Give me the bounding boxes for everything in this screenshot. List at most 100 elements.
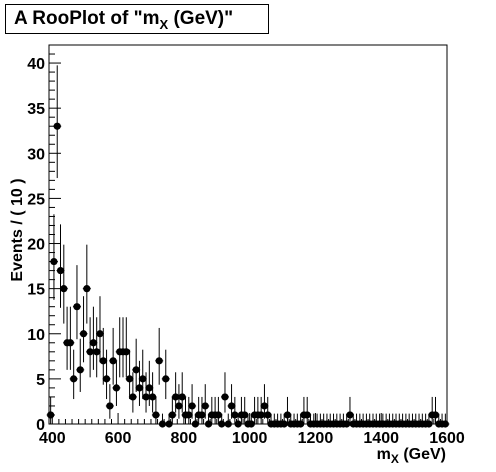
data-marker	[89, 339, 98, 347]
data-marker	[125, 375, 134, 383]
data-point	[214, 396, 223, 424]
data-point	[92, 317, 101, 378]
data-marker	[102, 375, 111, 383]
x-tick-label: 1200	[298, 430, 334, 447]
data-marker	[441, 420, 449, 428]
data-marker	[158, 420, 167, 428]
data-marker	[175, 402, 183, 410]
x-axis-title: mX (GeV)	[377, 446, 446, 466]
data-point	[112, 360, 121, 406]
y-tick-label: 5	[36, 372, 45, 389]
data-marker	[66, 339, 74, 347]
x-tick-label: 600	[105, 430, 132, 447]
data-marker	[112, 384, 121, 392]
data-points	[46, 65, 450, 428]
data-marker	[201, 402, 209, 410]
data-point	[49, 214, 58, 300]
data-point	[345, 396, 354, 424]
data-point	[148, 372, 157, 413]
plot-title: A RooPlot of "mX (GeV)"	[14, 8, 234, 32]
data-marker	[162, 375, 170, 383]
data-point	[184, 396, 193, 424]
data-point	[46, 396, 55, 424]
data-point	[89, 306, 98, 370]
data-point	[178, 372, 187, 413]
data-marker	[231, 411, 239, 419]
data-marker	[343, 420, 351, 428]
y-tick-label: 35	[27, 101, 45, 118]
plot-title-box: A RooPlot of "mX (GeV)"	[5, 4, 269, 34]
data-marker	[149, 393, 157, 401]
data-marker	[122, 348, 130, 356]
data-point	[188, 384, 197, 419]
data-point	[168, 396, 177, 424]
data-marker	[234, 420, 242, 428]
plot-frame	[48, 44, 448, 425]
data-marker	[218, 420, 226, 428]
data-marker	[257, 411, 265, 419]
data-marker	[56, 266, 65, 275]
data-point	[72, 265, 81, 340]
data-marker	[70, 375, 78, 383]
data-marker	[346, 411, 354, 419]
data-marker	[425, 420, 433, 428]
data-marker	[188, 402, 196, 410]
data-marker	[145, 384, 153, 392]
data-marker	[76, 366, 84, 374]
data-point	[263, 396, 272, 424]
y-tick-label: 30	[27, 146, 45, 163]
data-marker	[247, 420, 255, 428]
data-marker	[260, 402, 269, 410]
data-point	[174, 384, 183, 419]
y-axis-title: Events / ( 10 )	[9, 178, 26, 281]
data-marker	[280, 420, 288, 428]
data-point	[257, 396, 266, 424]
data-point	[201, 384, 210, 419]
data-marker	[73, 303, 81, 311]
data-marker	[191, 420, 199, 428]
data-point	[109, 327, 118, 385]
data-point	[161, 349, 170, 400]
data-marker	[224, 420, 232, 428]
data-marker	[152, 411, 160, 419]
data-marker	[96, 330, 104, 338]
data-marker	[168, 411, 176, 419]
data-marker	[109, 357, 117, 365]
data-point	[69, 349, 78, 400]
x-tick-label: 1000	[232, 430, 268, 447]
data-marker	[139, 375, 147, 383]
y-tick-label: 10	[27, 327, 45, 344]
data-point	[227, 384, 236, 419]
data-point	[125, 349, 134, 400]
data-marker	[79, 330, 88, 338]
y-tick-label: 25	[27, 191, 45, 208]
data-marker	[165, 420, 173, 428]
data-point	[260, 384, 269, 419]
data-marker	[221, 393, 229, 401]
data-point	[158, 413, 167, 428]
data-marker	[214, 411, 222, 419]
x-tick-label: 400	[39, 430, 66, 447]
data-point	[59, 244, 68, 324]
data-point	[102, 349, 111, 400]
data-marker	[60, 285, 68, 293]
x-tick-label: 1400	[363, 430, 399, 447]
data-marker	[132, 366, 140, 374]
data-point	[99, 327, 108, 385]
data-marker	[155, 357, 163, 365]
data-point	[151, 396, 160, 424]
data-marker	[185, 411, 193, 419]
data-point	[135, 360, 144, 406]
data-marker	[204, 420, 213, 428]
data-marker	[241, 411, 249, 419]
data-marker	[93, 348, 101, 356]
data-marker	[297, 420, 305, 428]
data-point	[132, 338, 141, 392]
data-marker	[431, 411, 440, 419]
y-tick-label: 20	[27, 237, 45, 254]
data-marker	[129, 393, 137, 401]
data-marker	[264, 411, 272, 419]
data-marker	[178, 393, 186, 401]
data-point	[220, 372, 229, 413]
axis-ticks	[49, 53, 448, 425]
